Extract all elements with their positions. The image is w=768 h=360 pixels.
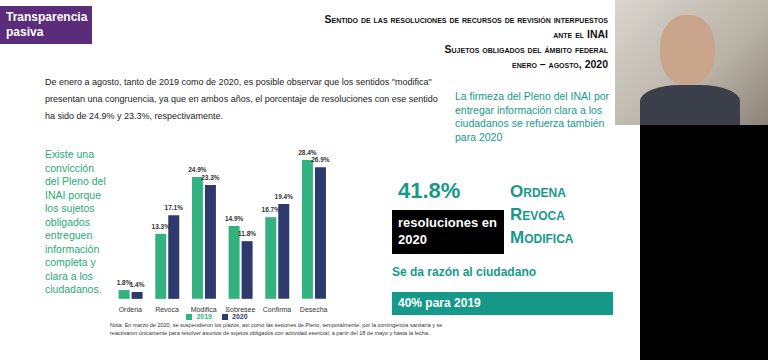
svg-text:Revoca: Revoca — [155, 306, 179, 313]
svg-text:28.4%: 28.4% — [298, 149, 317, 156]
html-text:40% para 2019: 40% para 2019 — [398, 296, 481, 310]
html-text:Se da razón al ciudadano: Se da razón al ciudadano — [392, 265, 536, 279]
svg-text:1.4%: 1.4% — [130, 281, 145, 288]
html-text:resoluciones en 2020: resoluciones en 2020 — [398, 215, 497, 247]
html-text:Ordena: Ordena — [510, 182, 566, 201]
html-text:De enero a agosto, tanto de 20: De enero a agosto, tanto de 2019 como de… — [45, 77, 438, 121]
svg-text:Confirma: Confirma — [263, 306, 292, 313]
svg-text:11.8%: 11.8% — [238, 230, 256, 237]
svg-text:13.3%: 13.3% — [152, 223, 171, 230]
svg-text:23.3%: 23.3% — [201, 174, 220, 181]
svg-text:1.8%: 1.8% — [116, 279, 132, 286]
svg-text:Desecha: Desecha — [300, 306, 328, 313]
svg-text:19.4%: 19.4% — [275, 193, 294, 200]
html-text:Nota: En marzo de 2020, se sus: Nota: En marzo de 2020, se suspendieron … — [110, 322, 443, 336]
html-text:La firmeza del Pleno del INAI: La firmeza del Pleno del INAI por entreg… — [455, 90, 610, 143]
svg-text:24.9%: 24.9% — [188, 166, 207, 173]
svg-text:17.1%: 17.1% — [165, 204, 184, 211]
html-text:Revoca: Revoca — [510, 205, 565, 224]
html-text:ante el INAI: ante el INAI — [553, 28, 608, 40]
html-text:Sujetos obligados del ámbito f: Sujetos obligados del ámbito federal — [444, 43, 608, 55]
html-text:Modifica: Modifica — [510, 228, 574, 247]
svg-text:16.7%: 16.7% — [262, 206, 281, 213]
svg-text:Modifica: Modifica — [191, 306, 217, 313]
html-text:2020: 2020 — [232, 312, 248, 320]
svg-text:26.9%: 26.9% — [311, 156, 330, 163]
html-text:enero – agosto, 2020: enero – agosto, 2020 — [512, 58, 608, 70]
html-text:2019: 2019 — [196, 312, 212, 320]
svg-text:Ordena: Ordena — [119, 306, 142, 313]
html-text:Transparencia pasiva: Transparencia pasiva — [6, 10, 88, 39]
svg-text:Sobresee: Sobresee — [225, 306, 255, 313]
html-text:Sentido de las resoluciones de: Sentido de las resoluciones de recursos … — [324, 13, 608, 25]
html-text:41.8%: 41.8% — [398, 178, 461, 203]
svg-text:14.9%: 14.9% — [225, 215, 244, 222]
html-text:Existe una convicción del Plen: Existe una convicción del Pleno del INAI… — [45, 148, 106, 295]
